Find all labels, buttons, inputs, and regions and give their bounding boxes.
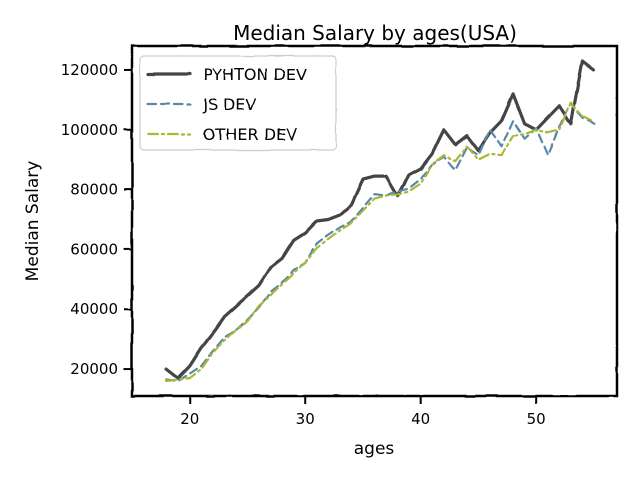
x-axis-label: ages [354, 439, 395, 459]
x-tick-label: 30 [296, 410, 315, 428]
y-tick-label: 40000 [70, 300, 118, 318]
legend: PYHTON DEV JS DEV OTHER DEV [139, 55, 337, 151]
series-line-1 [165, 59, 596, 380]
y-axis-label: Median Salary [23, 161, 43, 282]
y-tick-label: 100000 [61, 121, 118, 139]
legend-box [139, 55, 337, 151]
x-tick-label: 20 [180, 410, 199, 428]
legend-label-2: JS DEV [202, 95, 256, 114]
x-tick-label: 50 [527, 410, 546, 428]
chart-title: Median Salary by ages(USA) [233, 21, 517, 45]
y-tick-label: 20000 [70, 360, 118, 378]
y-tick-label: 60000 [70, 240, 118, 258]
x-tick-label: 40 [411, 410, 430, 428]
legend-label-3: OTHER DEV [203, 125, 297, 144]
y-tick-label: 80000 [70, 181, 118, 199]
legend-label-1: PYHTON DEV [203, 65, 307, 84]
y-tick-label: 120000 [61, 61, 118, 79]
series-line-2 [165, 101, 596, 383]
plot-frame [130, 44, 619, 398]
series-line-3 [165, 101, 596, 383]
